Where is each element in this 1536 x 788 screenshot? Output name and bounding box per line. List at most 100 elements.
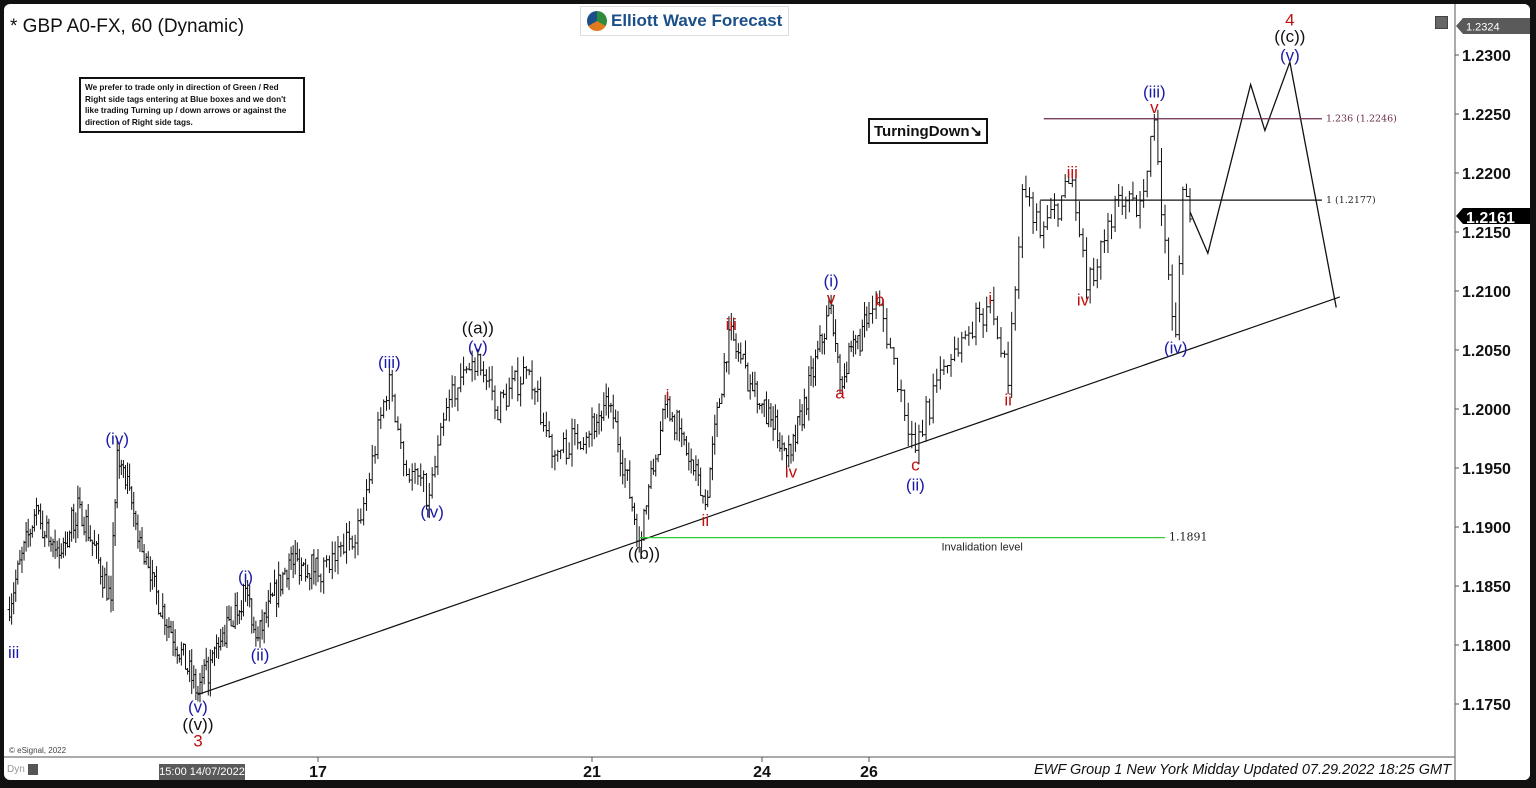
ohlc-bar	[862, 302, 867, 338]
ohlc-bar	[129, 486, 134, 510]
wave-label: ((b))	[628, 544, 660, 563]
ohlc-bar	[214, 634, 219, 659]
restore-window-icon[interactable]	[1435, 16, 1448, 29]
ohlc-bar	[458, 363, 463, 393]
ohlc-bar	[581, 437, 586, 451]
wave-label: iv	[1077, 290, 1090, 309]
ohlc-bar	[658, 421, 663, 456]
wave-label: 3	[193, 732, 202, 751]
dyn-label: Dyn	[7, 764, 25, 775]
ohlc-bar	[313, 557, 318, 586]
dyn-icon[interactable]	[28, 764, 38, 775]
ohlc-bar	[127, 463, 132, 491]
ohlc-bar	[171, 620, 176, 657]
ohlc-bar	[1041, 221, 1046, 249]
ohlc-bar	[1148, 135, 1153, 177]
ohlc-bar	[1077, 201, 1082, 238]
price-chart[interactable]: 1.1750 1.1800 1.1850 1.1900 1.1950 1.2000 1.20…	[4, 4, 1530, 780]
ohlc-bar	[587, 430, 592, 448]
y-tick-label: 1.2050	[1462, 343, 1511, 360]
ohlc-bar	[653, 454, 658, 477]
ohlc-bar	[660, 408, 665, 432]
ohlc-bar	[891, 346, 896, 365]
ohlc-bar	[251, 616, 256, 634]
wave-label: (iv)	[420, 503, 444, 522]
ohlc-bar	[253, 620, 258, 647]
ohlc-bar	[1141, 179, 1146, 208]
ohlc-bar	[768, 403, 773, 428]
ohlc-bar	[495, 406, 500, 421]
ohlc-bar	[375, 411, 380, 460]
ohlc-bar	[287, 553, 292, 591]
ohlc-bar	[884, 308, 889, 349]
ohlc-bar	[689, 448, 694, 474]
ohlc-bar	[38, 503, 43, 530]
ohlc-bar	[604, 383, 609, 416]
ohlc-bar	[743, 340, 748, 369]
ohlc-bar	[606, 387, 611, 419]
wave-label: ((a))	[462, 319, 494, 338]
ohlc-bar	[1020, 184, 1025, 259]
ohlc-bar	[430, 467, 435, 499]
ohlc-bar	[341, 533, 346, 555]
ohlc-bar	[741, 353, 746, 360]
ohlc-bar	[620, 449, 625, 485]
ohlc-bar	[77, 487, 82, 509]
ohlc-bar	[734, 333, 739, 359]
ohlc-bar	[906, 402, 911, 447]
ohlc-bar	[775, 409, 780, 449]
ohlc-bar	[550, 433, 555, 469]
ohlc-bar	[611, 394, 616, 429]
ohlc-bar	[179, 641, 184, 666]
ohlc-bar	[820, 333, 825, 355]
ohlc-bar	[390, 369, 395, 402]
ohlc-bar	[309, 554, 314, 590]
ohlc-bar	[162, 603, 167, 635]
ohlc-bar	[817, 325, 822, 353]
ohlc-bar	[258, 620, 263, 648]
ohlc-bar	[24, 522, 29, 552]
ohlc-bar	[57, 538, 62, 569]
ohlc-bar	[69, 507, 74, 542]
wave-label: iii	[1067, 163, 1078, 182]
ohlc-bar	[395, 416, 400, 431]
ohlc-bar	[651, 458, 656, 475]
ohlc-bar	[623, 457, 628, 488]
wave-label: iii	[726, 315, 737, 334]
ohlc-bar	[42, 531, 47, 548]
ohlc-bar	[28, 528, 33, 547]
ohlc-bar	[278, 574, 283, 597]
ohlc-bar	[1016, 236, 1021, 299]
trendline	[197, 296, 1340, 696]
ohlc-bar	[981, 308, 986, 338]
ohlc-bar	[762, 399, 767, 418]
ohlc-bar	[1159, 147, 1164, 226]
ohlc-bar	[800, 404, 805, 432]
ohlc-bar	[135, 514, 140, 549]
ohlc-bar	[17, 550, 22, 565]
ohlc-bar	[200, 664, 205, 695]
ohlc-bar	[956, 337, 961, 357]
ohlc-bar	[777, 432, 782, 452]
logo-icon	[587, 11, 607, 31]
ohlc-bar	[1166, 237, 1171, 280]
wave-label: iii	[8, 643, 19, 662]
ohlc-bar	[226, 605, 231, 622]
ohlc-bar	[106, 575, 111, 600]
ohlc-bar	[738, 342, 743, 364]
ohlc-bar	[682, 431, 687, 446]
ohlc-bar	[1052, 193, 1057, 219]
ohlc-bar	[450, 375, 455, 408]
ohlc-bar	[963, 330, 968, 340]
ohlc-bar	[102, 567, 107, 589]
ohlc-bar	[627, 460, 632, 499]
wave-label: (v)	[1280, 46, 1300, 65]
ohlc-bar	[86, 504, 91, 542]
ohlc-bar	[1095, 258, 1100, 289]
ohlc-bar	[13, 569, 18, 602]
ohlc-bar	[150, 559, 155, 590]
ohlc-bar	[140, 527, 145, 553]
ohlc-bar	[855, 335, 860, 350]
ohlc-bar	[788, 443, 793, 464]
ohlc-bar	[1145, 170, 1150, 198]
